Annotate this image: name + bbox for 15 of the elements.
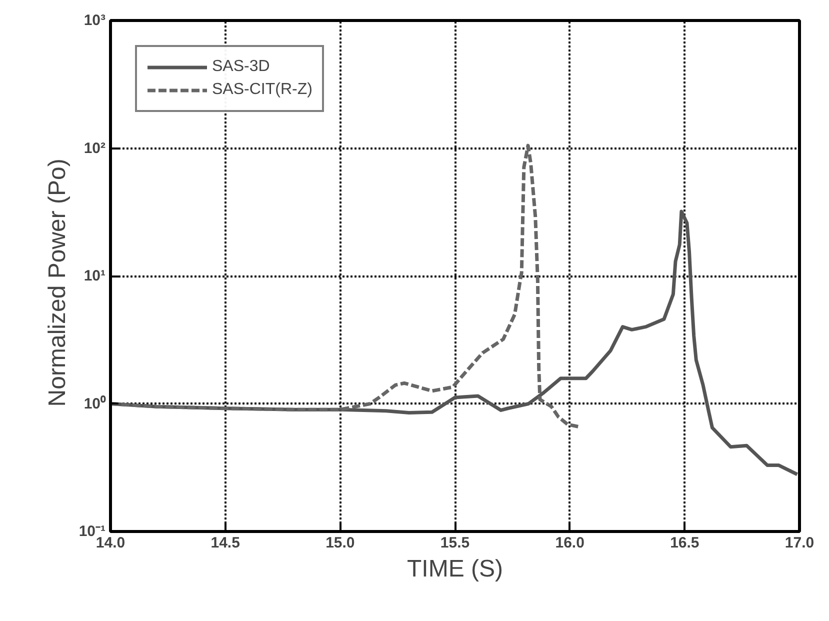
y-tick-label: 10²: [84, 140, 106, 157]
y-axis-title: Normalized Power (Po): [44, 158, 71, 407]
y-tick-label: 10⁰: [84, 394, 106, 412]
legend-label: SAS-CIT(R-Z): [212, 81, 312, 99]
y-tick-label: 10¹: [84, 268, 106, 284]
line-series: [110, 144, 581, 429]
legend-label: SAS-3D: [212, 58, 270, 76]
x-tick-label: 15.0: [326, 534, 355, 552]
x-axis-title: TIME (S): [407, 556, 504, 582]
x-tick-label: 15.5: [440, 534, 470, 552]
x-tick-label: 16.0: [555, 534, 584, 552]
x-tick-label: 16.5: [670, 534, 700, 552]
y-tick-label: 10³: [84, 12, 106, 29]
x-tick-label: 14.5: [210, 534, 240, 552]
x-tick-label: 17.0: [784, 534, 814, 552]
